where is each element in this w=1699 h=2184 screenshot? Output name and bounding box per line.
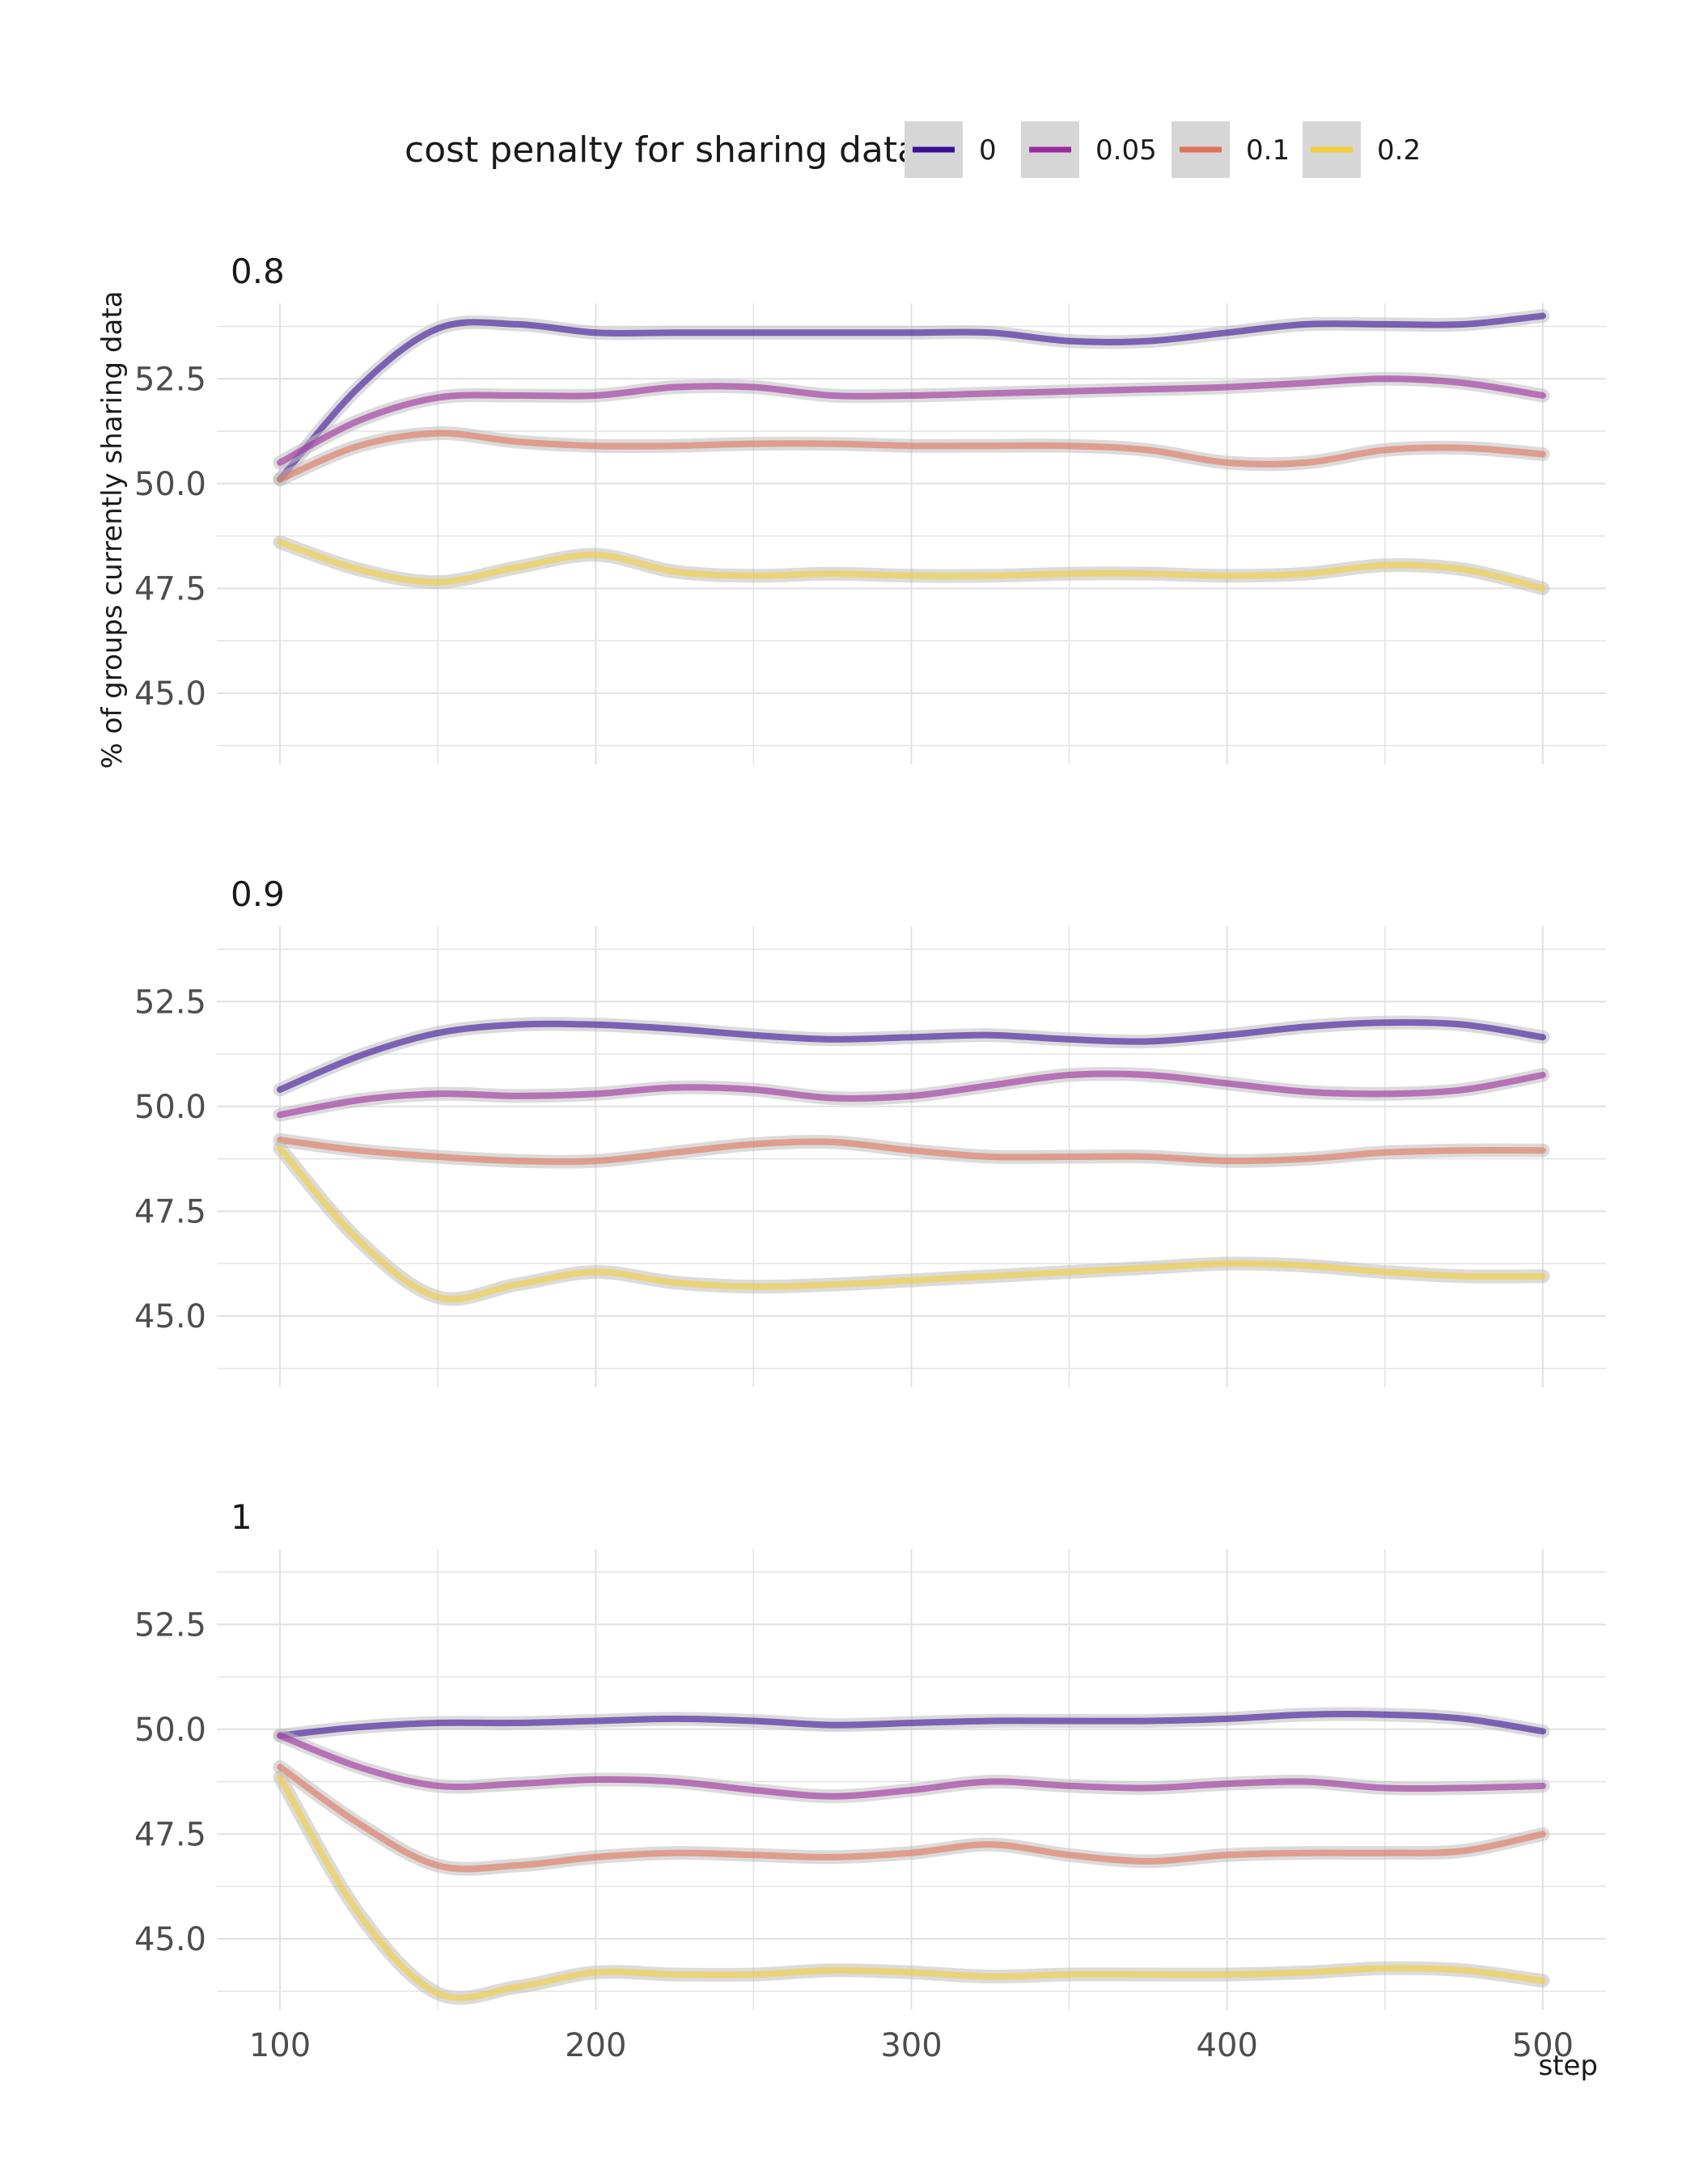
series-0-05 <box>273 1067 1550 1122</box>
series-line <box>277 539 1546 592</box>
legend: cost penalty for sharing data 0 0.05 0.1 0.… <box>405 121 1421 178</box>
series-line <box>277 375 1546 466</box>
y-tick-label: 47.5 <box>134 570 206 607</box>
y-tick-label: 47.5 <box>134 1816 206 1853</box>
legend-key-0-05: 0.05 <box>1021 121 1157 178</box>
y-tick-label: 52.5 <box>134 361 206 398</box>
y-tick-label: 50.0 <box>134 466 206 503</box>
legend-label: 0.2 <box>1377 134 1421 167</box>
series-line <box>277 1774 1546 2002</box>
series-line <box>277 1711 1546 1739</box>
series-line <box>277 1136 1546 1166</box>
facet-panel-3: 1 45.0 47.5 50.0 52.5 100 200 300 400 500 <box>134 1497 1606 2064</box>
facet-panel-2: 0.9 45.0 47.5 50.0 52.5 <box>134 874 1606 1387</box>
legend-keys: 0 0.05 0.1 0.2 <box>905 121 1421 178</box>
x-axis-title: step <box>1538 2050 1598 2082</box>
series-line <box>277 1070 1546 1119</box>
y-tick-label: 50.0 <box>134 1089 206 1126</box>
y-axis-title: % of groups currently sharing data <box>96 290 129 768</box>
legend-label: 0.1 <box>1246 134 1290 167</box>
series-0-1 <box>273 426 1550 487</box>
series-line <box>277 1018 1546 1094</box>
series-0-2 <box>273 1770 1550 2005</box>
y-tick-label: 52.5 <box>134 984 206 1021</box>
facet-panels: 0.8 45.0 47.5 50.0 52.5 0.9 45.0 47.5 50.0 52.5 1 4… <box>134 252 1606 2064</box>
y-tick-label: 45.0 <box>134 675 206 713</box>
series-0-05 <box>273 371 1550 470</box>
series-0-2 <box>273 535 1550 595</box>
y-tick-label: 50.0 <box>134 1712 206 1749</box>
y-tick-label: 45.0 <box>134 1298 206 1335</box>
series-line <box>277 1763 1546 1873</box>
x-tick-label: 200 <box>565 2027 626 2064</box>
legend-key-0-2: 0.2 <box>1303 121 1421 178</box>
x-tick-label: 500 <box>1512 2027 1574 2064</box>
y-tick-label: 45.0 <box>134 1921 206 1958</box>
legend-title: cost penalty for sharing data <box>405 129 919 171</box>
y-tick-label: 47.5 <box>134 1193 206 1230</box>
series-0 <box>273 309 1550 487</box>
legend-key-0: 0 <box>905 121 997 178</box>
series-0-05 <box>273 1729 1550 1804</box>
legend-key-0-1: 0.1 <box>1172 121 1290 178</box>
legend-label: 0.05 <box>1095 134 1157 167</box>
facet-title: 0.8 <box>231 252 285 291</box>
legend-label: 0 <box>979 134 997 167</box>
x-tick-label: 100 <box>249 2027 311 2064</box>
series-0-1 <box>273 1760 1550 1876</box>
series-0 <box>273 1015 1550 1097</box>
facet-title: 1 <box>231 1497 252 1537</box>
x-tick-label: 300 <box>880 2027 942 2064</box>
x-tick-label: 400 <box>1197 2027 1258 2064</box>
y-tick-label: 52.5 <box>134 1606 206 1644</box>
series-line <box>277 1145 1546 1302</box>
series-0 <box>273 1707 1550 1743</box>
facet-panel-1: 0.8 45.0 47.5 50.0 52.5 <box>134 252 1606 764</box>
series-0-1 <box>273 1132 1550 1169</box>
series-line <box>277 312 1546 483</box>
facet-title: 0.9 <box>231 874 285 914</box>
series-0-2 <box>273 1141 1550 1306</box>
series-line <box>277 430 1546 483</box>
series-line <box>277 1732 1546 1800</box>
